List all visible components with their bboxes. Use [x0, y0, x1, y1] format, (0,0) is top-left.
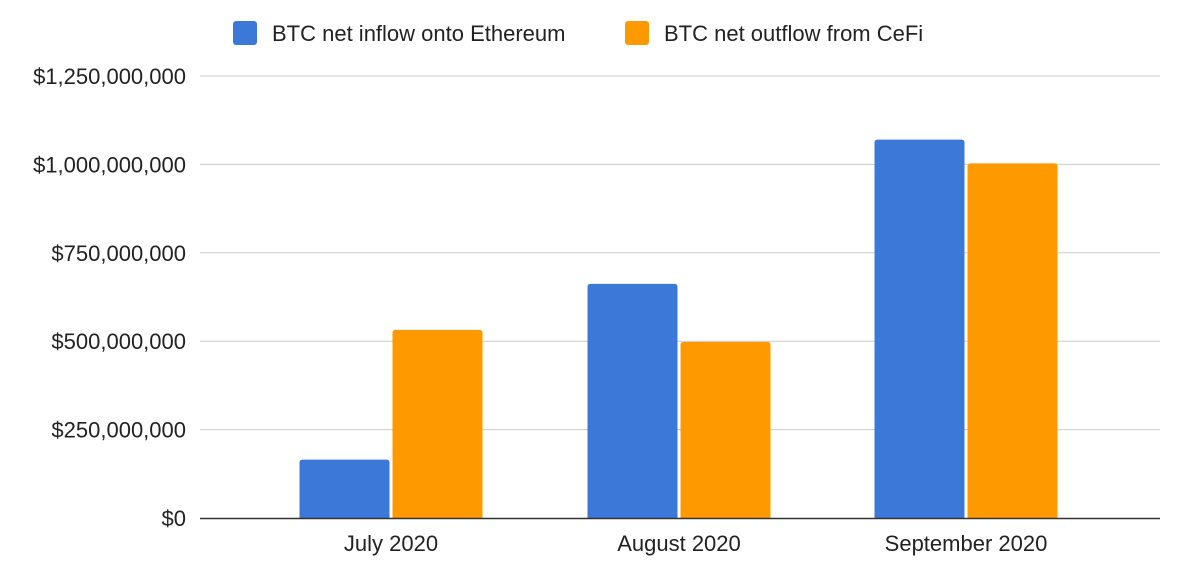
x-axis-tick-labels: July 2020 August 2020 September 2020	[344, 531, 1047, 556]
y-tick-label: $0	[162, 506, 186, 531]
legend-swatch	[233, 21, 257, 45]
y-tick-label: $1,250,000,000	[33, 64, 186, 89]
bar-inflow-ethereum	[299, 459, 390, 518]
legend: BTC net inflow onto Ethereum BTC net outf…	[233, 21, 923, 46]
y-axis-tick-labels: $0 $250,000,000 $500,000,000 $750,000,000 $1…	[33, 64, 186, 531]
bar-inflow-ethereum	[587, 283, 678, 518]
legend-label: BTC net outflow from CeFi	[664, 21, 923, 46]
bar-outflow-cefi	[680, 341, 771, 518]
bar-inflow-ethereum	[874, 139, 965, 518]
bars	[299, 139, 1058, 518]
legend-label: BTC net inflow onto Ethereum	[272, 21, 565, 46]
y-tick-label: $750,000,000	[51, 241, 186, 266]
legend-swatch	[625, 21, 649, 45]
y-tick-label: $250,000,000	[51, 418, 186, 443]
x-tick-label: September 2020	[885, 531, 1048, 556]
y-tick-label: $500,000,000	[51, 329, 186, 354]
bar-outflow-cefi	[967, 163, 1058, 518]
x-tick-label: August 2020	[617, 531, 741, 556]
y-tick-label: $1,000,000,000	[33, 152, 186, 177]
bar-outflow-cefi	[392, 329, 483, 518]
x-tick-label: July 2020	[344, 531, 438, 556]
